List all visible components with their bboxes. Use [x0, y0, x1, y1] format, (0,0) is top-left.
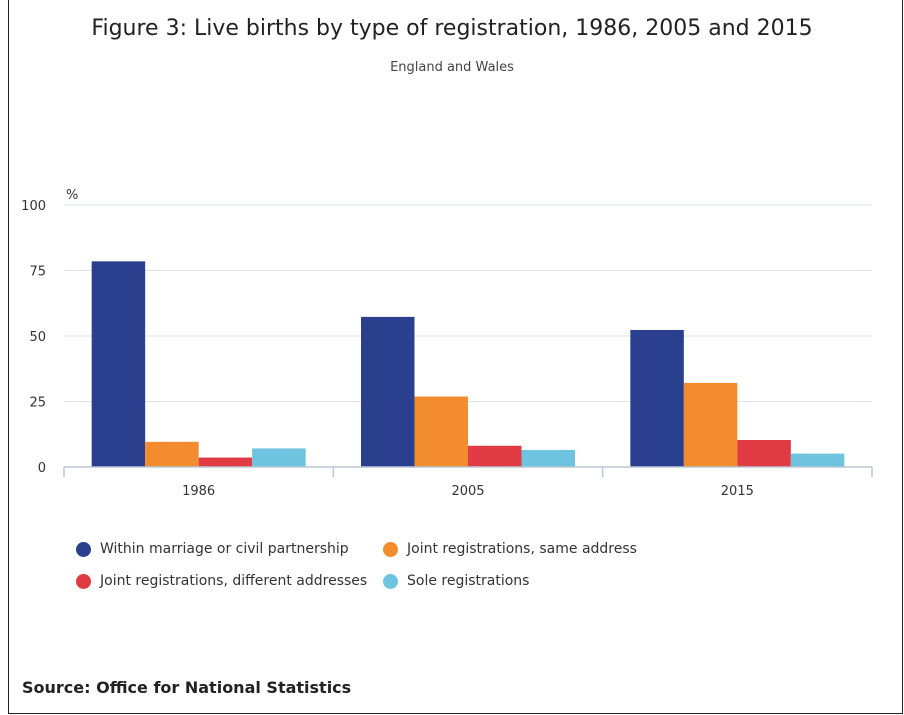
y-tick-label: 75 — [29, 265, 46, 280]
bars — [91, 261, 845, 467]
bar — [468, 445, 522, 467]
bar — [361, 316, 415, 467]
bar — [91, 261, 146, 467]
bar — [630, 329, 684, 467]
y-tick-labels: 0 25 50 75 100 — [21, 199, 46, 476]
x-tick-label: 2015 — [721, 484, 754, 499]
y-tick-label: 0 — [38, 461, 46, 476]
chart-frame — [8, 0, 903, 714]
x-axis — [63, 466, 873, 477]
y-tick-label: 50 — [29, 330, 46, 345]
y-axis-label: % — [66, 188, 78, 203]
bar — [737, 440, 791, 467]
gridlines — [64, 204, 872, 402]
bar — [145, 441, 199, 467]
x-tick-label: 2005 — [451, 484, 484, 499]
y-tick-label: 25 — [29, 396, 46, 411]
source-note: Source: Office for National Statistics — [22, 678, 352, 697]
chart-subtitle: England and Wales — [390, 60, 514, 75]
bar — [683, 382, 738, 467]
bar — [521, 449, 575, 467]
x-tick-labels: 1986 2005 2015 — [182, 484, 754, 499]
chart-title: Figure 3: Live births by type of registr… — [91, 16, 813, 41]
bar — [252, 448, 306, 467]
y-tick-label: 100 — [21, 199, 46, 214]
bar — [414, 396, 468, 467]
x-tick-label: 1986 — [182, 484, 215, 499]
bar — [198, 457, 253, 467]
bar — [790, 453, 845, 467]
